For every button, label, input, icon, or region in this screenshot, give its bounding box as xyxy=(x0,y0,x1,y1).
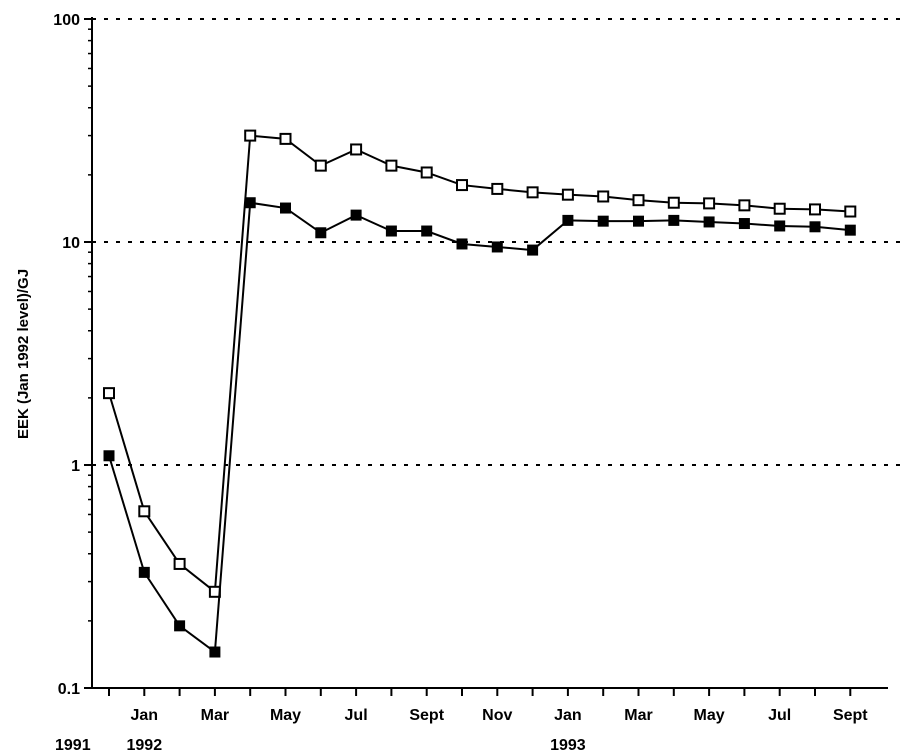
y-tick-label: 1 xyxy=(71,458,80,475)
year-label: 1992 xyxy=(127,737,163,754)
data-point-open-square xyxy=(420,166,433,179)
x-tick-label: May xyxy=(270,707,301,724)
y-tick-label: 0.1 xyxy=(58,681,80,698)
data-point-filled-square xyxy=(103,450,115,462)
x-tick-label: Nov xyxy=(482,707,512,724)
tick-labels: 100 10 1 0.1 Jan Mar May Jul Sept Nov Jan Mar May Jul… xyxy=(53,12,868,754)
series-layer xyxy=(103,129,857,658)
data-point-open-square xyxy=(314,159,327,172)
x-tick-label: Jul xyxy=(345,707,368,724)
data-point-filled-square xyxy=(385,225,397,237)
data-point-open-square xyxy=(703,197,716,210)
x-tick-label: Sept xyxy=(409,707,444,724)
y-axis-title: EEK (Jan 1992 level)/GJ xyxy=(15,269,32,439)
data-point-open-square xyxy=(809,203,821,216)
axes xyxy=(84,17,888,696)
data-point-filled-square xyxy=(315,227,327,239)
data-point-open-square xyxy=(597,190,610,203)
data-point-filled-square xyxy=(738,218,750,230)
data-point-open-square xyxy=(561,188,574,201)
data-point-open-square xyxy=(667,196,680,209)
data-point-filled-square xyxy=(703,216,715,228)
data-point-filled-square xyxy=(174,620,186,632)
data-point-filled-square xyxy=(491,241,503,253)
x-tick-label: Jan xyxy=(131,707,159,724)
y-tick-label: 10 xyxy=(62,235,80,252)
data-point-open-square xyxy=(138,505,151,518)
data-point-filled-square xyxy=(844,224,856,236)
data-point-filled-square xyxy=(774,220,786,232)
data-point-open-square xyxy=(103,387,115,400)
data-point-filled-square xyxy=(350,209,362,221)
data-point-open-square xyxy=(632,194,645,207)
data-point-filled-square xyxy=(597,215,609,227)
x-tick-label: Mar xyxy=(624,707,652,724)
data-point-filled-square xyxy=(244,197,256,209)
x-tick-label: Jul xyxy=(768,707,791,724)
x-tick-label: Sept xyxy=(833,707,868,724)
year-label: 1993 xyxy=(550,737,586,754)
data-point-filled-square xyxy=(456,238,468,250)
data-point-filled-square xyxy=(280,202,291,214)
x-tick-label: Mar xyxy=(201,707,229,724)
data-point-open-square xyxy=(173,557,186,570)
data-point-open-square xyxy=(773,202,786,215)
data-point-open-square xyxy=(738,199,751,212)
data-point-filled-square xyxy=(809,221,821,233)
series-line xyxy=(108,201,851,654)
x-tick-label: Jan xyxy=(554,707,582,724)
year-label: 1991 xyxy=(55,737,91,754)
data-point-open-square xyxy=(844,205,857,218)
data-point-open-square xyxy=(385,159,398,172)
y-tick-label: 100 xyxy=(53,12,80,29)
data-point-filled-square xyxy=(668,214,680,226)
series-line xyxy=(108,134,851,594)
data-point-open-square xyxy=(526,186,539,199)
data-point-filled-square xyxy=(209,646,221,658)
data-point-open-square xyxy=(491,182,504,195)
x-tick-label: May xyxy=(694,707,725,724)
data-point-open-square xyxy=(279,132,292,145)
data-point-filled-square xyxy=(421,225,433,237)
data-point-filled-square xyxy=(138,566,150,578)
data-point-open-square xyxy=(350,143,363,156)
data-point-filled-square xyxy=(562,214,574,226)
data-point-open-square xyxy=(456,179,468,192)
data-point-filled-square xyxy=(527,244,539,256)
data-point-filled-square xyxy=(633,215,644,227)
grid-lines xyxy=(92,18,900,466)
data-point-open-square xyxy=(244,129,257,142)
